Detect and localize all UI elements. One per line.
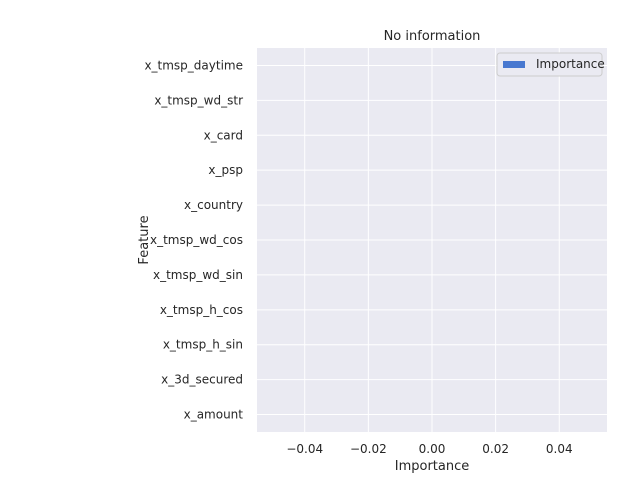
y-tick-label: x_card — [204, 128, 243, 142]
grid-lines — [257, 48, 607, 432]
y-tick-label: x_country — [184, 198, 243, 212]
y-tick-label: x_tmsp_daytime — [144, 58, 243, 72]
y-tick-label: x_tmsp_wd_sin — [153, 268, 243, 282]
x-tick-labels: −0.04 −0.02 0.00 0.02 0.04 — [286, 442, 572, 456]
y-tick-label: x_amount — [184, 408, 244, 422]
x-tick-label: 0.04 — [546, 442, 573, 456]
legend: Importance — [496, 52, 605, 77]
legend-entry-importance: Importance — [536, 57, 605, 71]
y-tick-label: x_tmsp_h_sin — [163, 338, 243, 352]
x-axis-label: Importance — [395, 459, 470, 474]
legend-box — [496, 52, 603, 77]
legend-swatch — [503, 61, 525, 68]
chart-title: No information — [384, 29, 481, 44]
y-tick-label: x_psp — [208, 163, 243, 177]
y-axis-label: Feature — [137, 215, 152, 264]
x-tick-label: −0.04 — [286, 442, 323, 456]
x-tick-label: −0.02 — [350, 442, 387, 456]
y-tick-labels: x_tmsp_daytime x_tmsp_wd_str x_card x_psp x_… — [144, 58, 243, 421]
y-tick-label: x_3d_secured — [161, 373, 243, 387]
x-tick-label: 0.00 — [419, 442, 446, 456]
y-tick-label: x_tmsp_wd_str — [154, 93, 243, 107]
y-tick-label: x_tmsp_wd_cos — [150, 233, 243, 247]
x-tick-label: 0.02 — [482, 442, 509, 456]
y-tick-label: x_tmsp_h_cos — [160, 303, 243, 317]
